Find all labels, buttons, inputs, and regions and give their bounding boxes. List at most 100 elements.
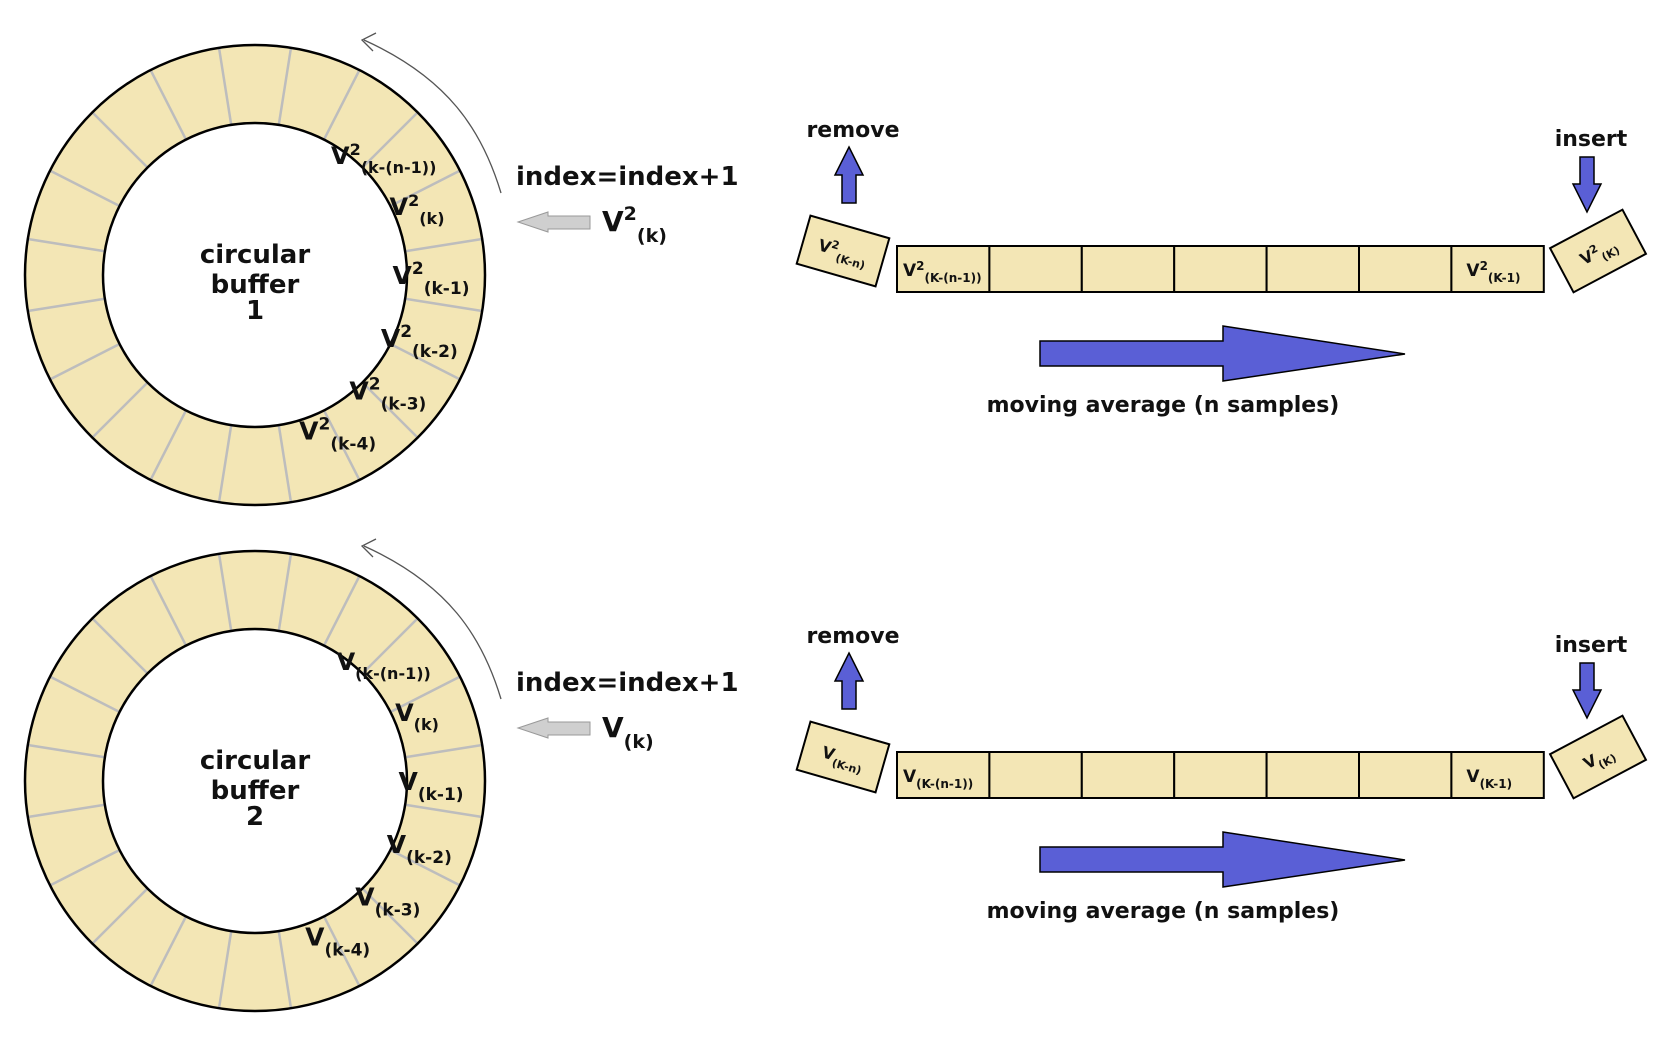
input-sample-label: V(k): [602, 711, 654, 753]
insert-arrow-icon: [1571, 662, 1603, 720]
label-base: V: [602, 205, 624, 238]
label-base: V: [337, 648, 356, 676]
label-sup: 2: [400, 322, 412, 342]
ring-slot-label: V(k-2): [387, 830, 452, 868]
label-sup: 2: [830, 238, 841, 253]
ring-divider: [49, 848, 121, 887]
label-sub: (K-1): [1480, 777, 1513, 791]
label-sup: 2: [319, 414, 331, 434]
ring-divider: [322, 575, 361, 647]
ring-divider: [27, 297, 106, 313]
ring-divider: [404, 297, 483, 313]
window-cell-label: V2(K-1): [1466, 259, 1520, 285]
ring-divider: [217, 553, 233, 632]
ring-divider: [404, 803, 483, 819]
label-base: V: [381, 324, 401, 353]
label-sup: 2: [408, 191, 419, 210]
moving-average-label: moving average (n samples): [987, 393, 1340, 418]
label-base: V: [816, 235, 834, 257]
ring-divider: [27, 803, 106, 819]
ring-slot-label: V(k-(n-1)): [337, 648, 431, 683]
removed-cell: [795, 720, 891, 794]
ring-divider: [361, 887, 419, 945]
circular-buffer-ring: [23, 43, 487, 507]
ring-divider: [149, 409, 188, 481]
label-sup: 2: [350, 140, 361, 159]
window-cell-label: V(K-1): [1466, 767, 1512, 791]
label-sub: (k): [414, 715, 439, 734]
ring-outer-edge: [23, 43, 487, 507]
ring-slot-label: V2(k-(n-1)): [331, 140, 436, 177]
label-sup: 2: [412, 259, 424, 279]
buffer-number: 2: [246, 802, 264, 832]
ring-divider: [91, 617, 149, 675]
label-sup: 2: [1480, 259, 1488, 273]
ring-divider: [404, 743, 483, 759]
label-base: V: [903, 261, 917, 281]
ring-divider: [361, 381, 419, 439]
ring-inner-edge: [101, 627, 409, 935]
window-cell: [1080, 245, 1176, 293]
label-sub: (k-1): [418, 785, 464, 805]
rotation-arrow-head: [360, 538, 377, 558]
ring-divider: [361, 111, 419, 169]
input-sample-label: V2(k): [602, 203, 667, 247]
ring-slot-label: V2(k-4): [299, 414, 376, 454]
input-arrow-icon: [516, 717, 591, 739]
window-cell: [1173, 751, 1268, 799]
ring-divider: [322, 69, 361, 141]
remove-label: remove: [806, 624, 899, 649]
window-cell: [896, 751, 991, 799]
insert-arrow-icon: [1571, 156, 1603, 214]
ring-divider: [404, 237, 483, 253]
label-sub: (k-(n-1)): [361, 158, 437, 177]
input-arrow-icon: [516, 211, 591, 233]
label-sub: (k-3): [381, 394, 427, 414]
ring-divider: [277, 930, 293, 1009]
buffer-name-line2: buffer: [211, 776, 300, 806]
ring-divider: [217, 47, 233, 126]
removed-element: V(K-n): [795, 720, 891, 794]
remove-arrow-icon: [833, 651, 865, 710]
window-cell: [988, 751, 1083, 799]
window-cell: [988, 245, 1083, 293]
removed-cell-label: V2(K-n): [815, 234, 870, 272]
label-base: V: [398, 767, 418, 796]
window-cell: [1358, 245, 1453, 293]
window-cell-label: V(K-(n-1)): [903, 767, 973, 791]
window-cell: [1265, 751, 1360, 799]
remove-arrow-icon: [833, 145, 865, 204]
inserted-element: V(K): [1548, 714, 1648, 800]
label-sub: (k): [419, 209, 444, 228]
label-sub: (k): [637, 225, 667, 247]
ring-divider: [149, 575, 188, 647]
window-cell: [1450, 245, 1545, 293]
label-sub: (k-2): [406, 848, 452, 868]
ring-divider: [389, 848, 461, 887]
ring-divider: [277, 553, 293, 632]
panel-2: V(k-(n-1))V(k)V(k-1)V(k-2)V(k-3)V(k-4)ci…: [23, 538, 1648, 1013]
panel-1: V2(k-(n-1))V2(k)V2(k-1)V2(k-2)V2(k-3)V2(…: [23, 32, 1648, 507]
label-sub: (K-(n-1)): [925, 271, 982, 285]
ring-divider: [217, 424, 233, 503]
index-increment-label: index=index+1: [516, 162, 739, 192]
window-cell: [1080, 751, 1176, 799]
inserted-cell: [1548, 208, 1648, 294]
ring-divider: [27, 743, 106, 759]
ring-slot-label: V(k): [395, 699, 439, 734]
moving-average-label: moving average (n samples): [987, 899, 1340, 924]
window-cell: [1358, 751, 1453, 799]
label-sub: (k): [624, 731, 654, 753]
ring-divider: [91, 887, 149, 945]
ring-outer-edge: [23, 549, 487, 1013]
circular-buffer-ring: [23, 549, 487, 1013]
ring-slot-label: V(k-1): [398, 767, 463, 805]
ring-divider: [361, 617, 419, 675]
label-base: V: [395, 699, 414, 727]
ring-slot-label: V2(k): [390, 191, 445, 228]
label-base: V: [390, 193, 409, 221]
label-base: V: [393, 261, 413, 290]
ring-slot-label: V(k-3): [355, 882, 420, 920]
window-cell: [896, 245, 991, 293]
